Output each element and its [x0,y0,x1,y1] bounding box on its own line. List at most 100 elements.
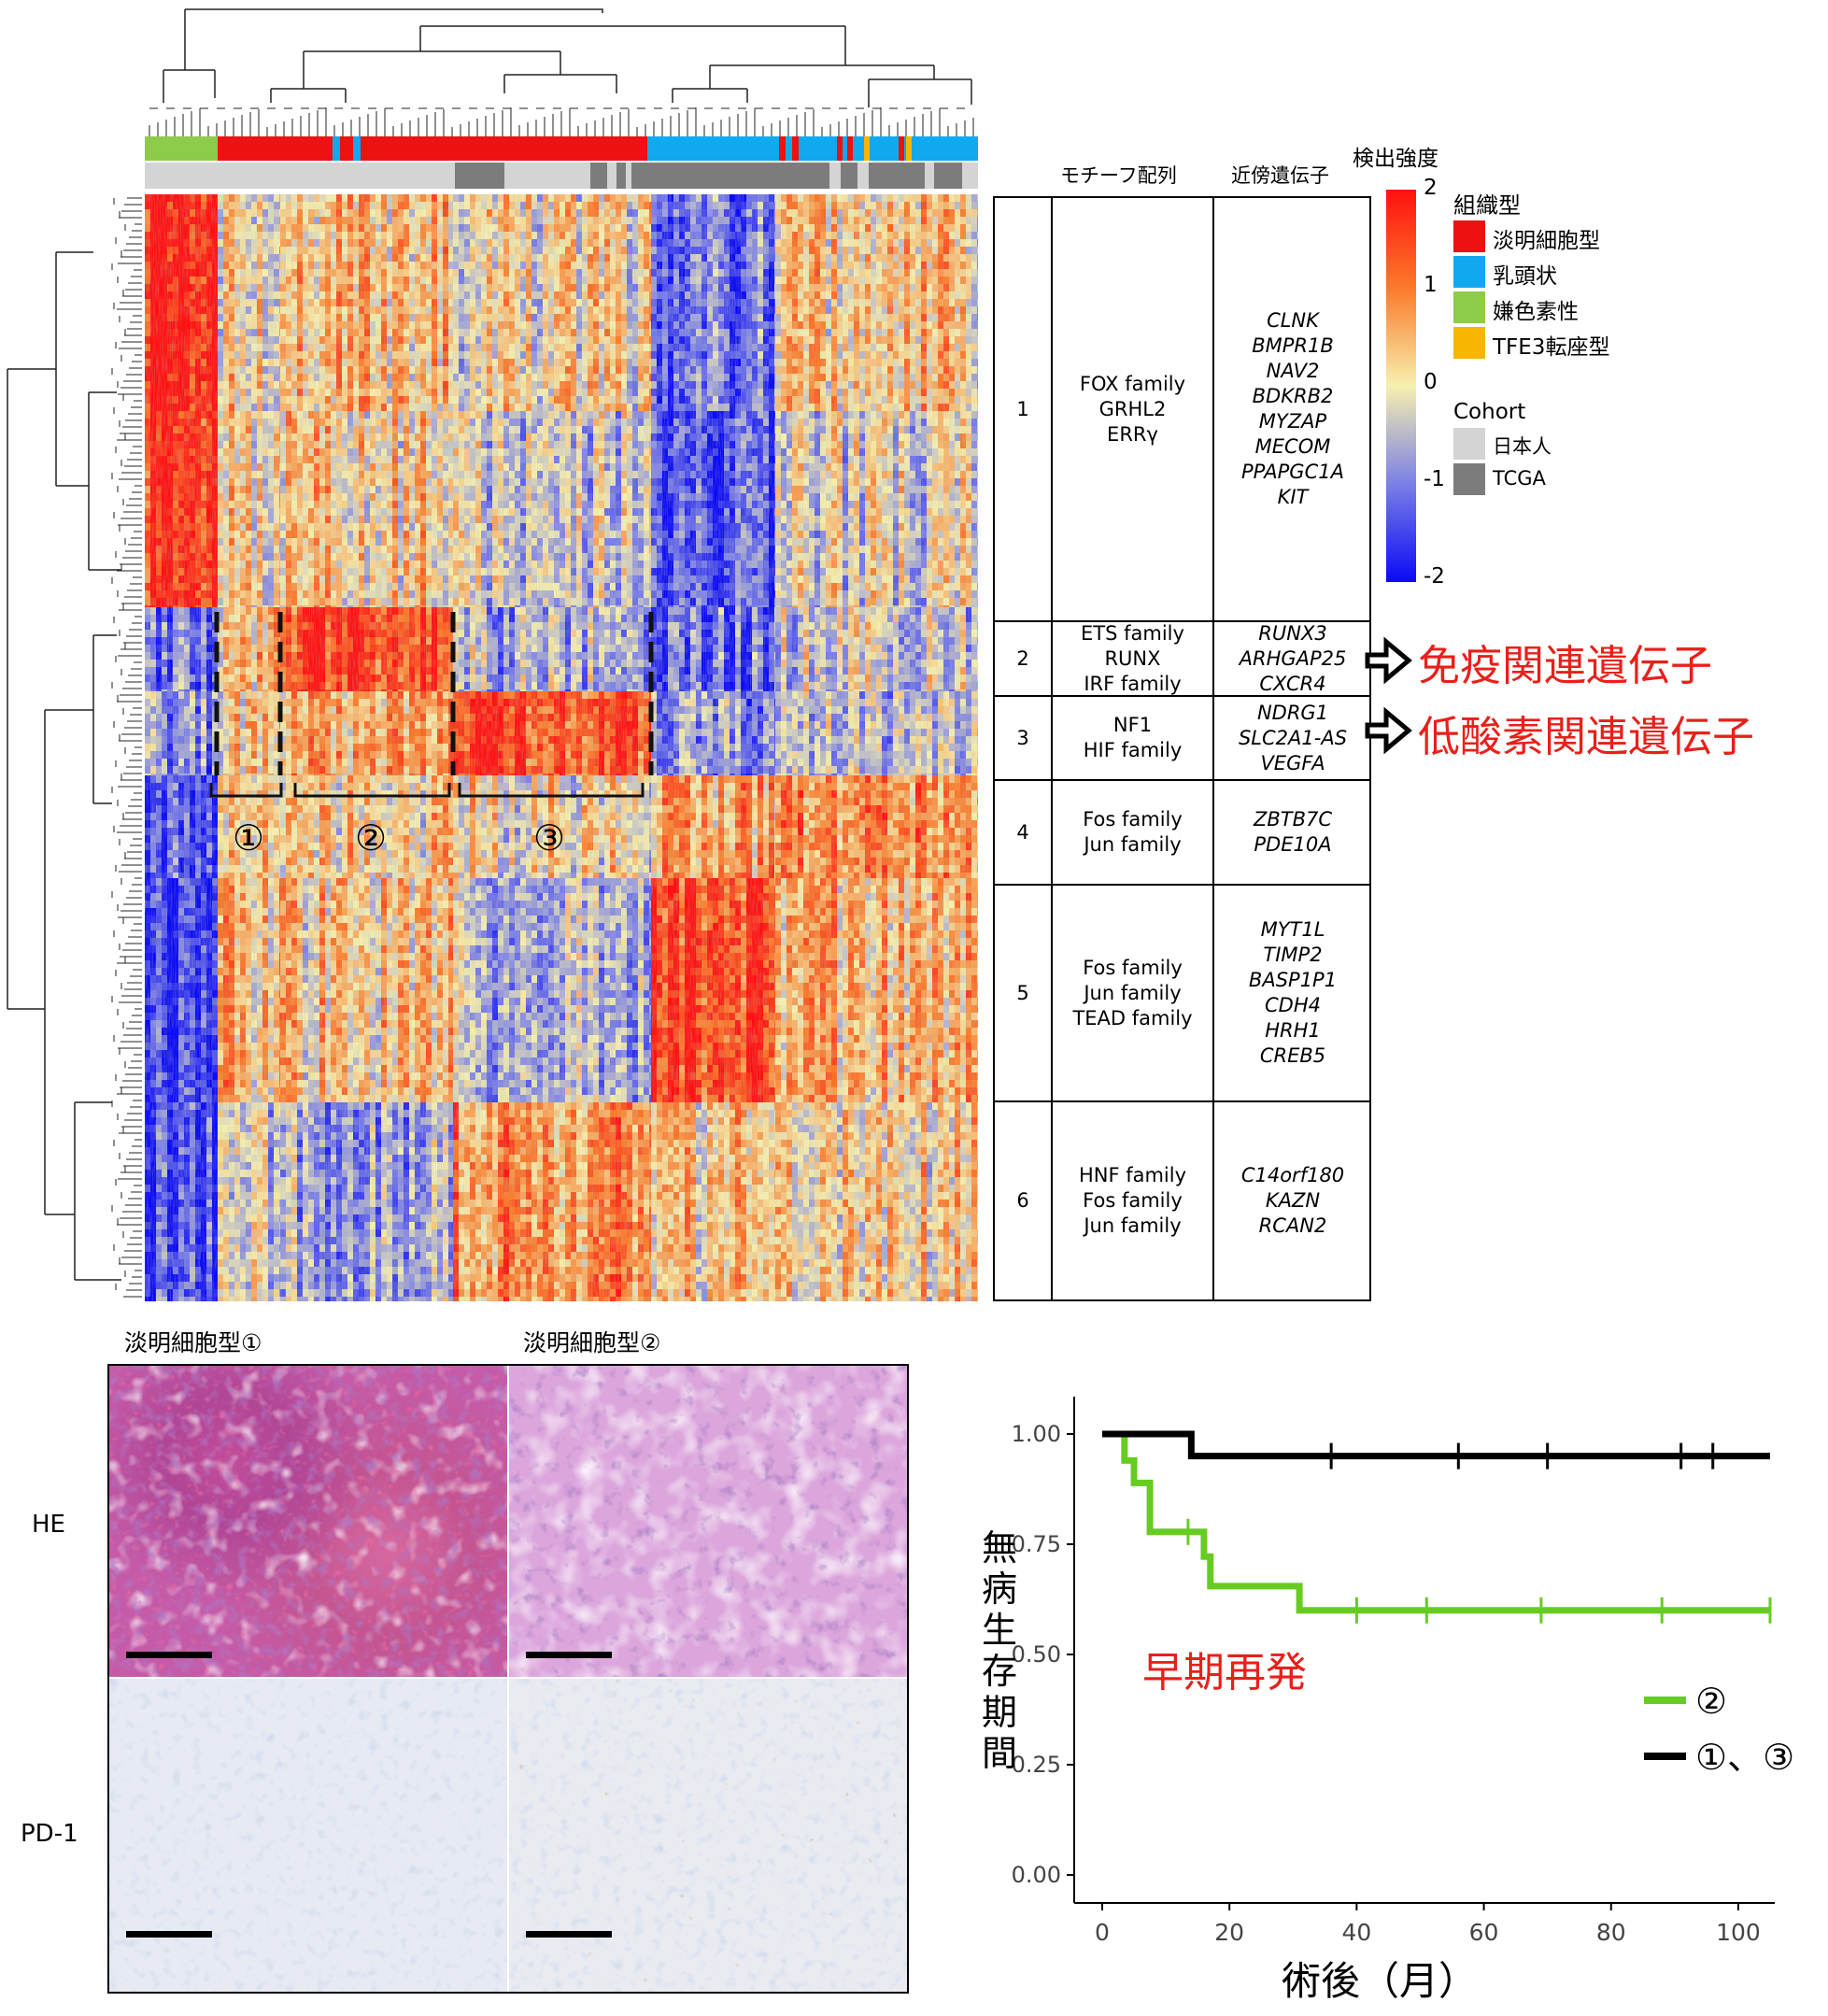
motif-cell: HNF family Fos family Jun family [1051,1102,1212,1299]
km-series-line [1102,1430,1770,1614]
motif-name: Fos family [1079,1188,1186,1214]
gene-name: MYT1L [1249,917,1337,943]
motif-row-6: 6 HNF family Fos family Jun family C14orf180… [995,1100,1369,1299]
motif-name: HNF family [1079,1163,1186,1188]
legend-swatch [1453,220,1485,252]
gene-name: RUNX3 [1240,621,1347,646]
column-dendrogram-leaves [149,107,974,136]
colorbar-tick: 2 [1424,176,1438,200]
motif-cell: FOX family GRHL2 ERRγ [1051,198,1212,620]
gene-name: CLNK [1241,308,1344,334]
gene-name: NAV2 [1241,359,1344,384]
gene-cell: CLNK BMPR1B NAV2 BDKRB2 MYZAP MECOM PPAPGC1A KI… [1212,198,1371,620]
gene-name: CDH4 [1249,993,1337,1018]
km-lines [1102,1430,1772,1624]
legend-label: 嫌色素性 [1493,293,1579,325]
motif-table: 1 FOX family GRHL2 ERRγ CLNK BMPR1B NAV2 BDKRB2… [993,196,1371,1301]
histology-grid [107,1364,909,1994]
gene-cell: ZBTB7C PDE10A [1212,781,1371,884]
histo-row1-label: HE [32,1511,65,1539]
column-dendrogram [163,8,972,107]
y-label-char: 存 [982,1651,1017,1692]
motif-name: FOX family [1080,372,1185,397]
motif-name: Jun family [1083,832,1183,858]
scale-bar [526,1652,612,1658]
gene-name: BASP1P1 [1249,968,1337,993]
x-tick-label: 40 [1341,1919,1371,1946]
y-label-char: 生 [982,1610,1017,1651]
legend-label: 日本人 [1493,432,1552,460]
cluster-brackets [209,783,645,798]
histo-row2-label: PD-1 [21,1820,78,1848]
motif-cell: ETS family RUNX IRF family [1051,622,1212,695]
gene-name: HRH1 [1249,1018,1337,1043]
motif-name: Fos family [1083,807,1183,832]
cluster-label-2: ② [355,817,387,859]
cluster-labels: ① ② ③ [233,817,565,859]
motif-row-1: 1 FOX family GRHL2 ERRγ CLNK BMPR1B NAV2 BDKRB2… [995,198,1369,620]
gene-name: CREB5 [1249,1043,1337,1069]
motif-row-4: 4 Fos family Jun family ZBTB7C PDE10A [995,779,1369,884]
km-axes: 0.00 0.25 0.50 0.75 1.00 0 20 40 60 80 100 [1012,1397,1775,1946]
motif-row-number: 1 [995,198,1051,620]
motif-row-5: 5 Fos family Jun family TEAD family MYT1L TIM… [995,884,1369,1100]
colorbar-title: 検出強度 [1353,140,1438,172]
motif-name: TEAD family [1072,1006,1192,1031]
km-legend-label: ①、③ [1695,1737,1794,1778]
y-label-char: 病 [982,1569,1017,1610]
scale-bar [526,1931,612,1938]
histo-col2-title: 淡明細胞型② [523,1325,660,1358]
motif-row-3: 3 NF1 HIF family NDRG1 SLC2A1-AS VEGFA [995,695,1369,779]
gene-name: VEGFA [1239,751,1347,776]
y-label-char: 無 [982,1527,1017,1569]
km-annotation: 早期再発 [1142,1649,1307,1697]
motif-cell: Fos family Jun family TEAD family [1051,886,1212,1100]
kaplan-meier-chart: 0.000.250.500.751.000 20 40 60 80 100 無病生存期間 … [982,1397,1794,2004]
legend-label: 淡明細胞型 [1493,222,1600,254]
motif-row-number: 3 [995,697,1051,779]
km-legend: ② ①、③ [1644,1681,1794,1778]
legend-label: TFE3転座型 [1493,329,1609,361]
gene-name: NDRG1 [1239,701,1347,726]
y-tick-label: 1.00 [1012,1421,1061,1447]
pd1-panel-1-texture [109,1679,507,1992]
motif-name: RUNX [1081,646,1184,672]
gene-name: MECOM [1241,434,1344,460]
gene-name: KAZN [1241,1188,1344,1214]
gene-name: ZBTB7C [1254,807,1332,832]
legend-swatch [1453,428,1485,460]
motif-row-number: 5 [995,886,1051,1100]
x-tick-label: 80 [1596,1919,1626,1946]
cohort-legend-title: Cohort [1453,400,1525,424]
header-gene: 近傍遺伝子 [1231,161,1329,189]
gene-cell: C14orf180 KAZN RCAN2 [1212,1102,1371,1299]
gene-name: PPAPGC1A [1241,460,1344,485]
y-tick-label: 0.75 [1012,1531,1061,1557]
heatmap-texture [145,194,978,1301]
histo-col1-title: 淡明細胞型① [124,1325,262,1358]
y-tick-label: 0.25 [1012,1752,1061,1778]
cluster-label-3: ③ [533,817,565,859]
motif-cell: NF1 HIF family [1051,697,1212,779]
motif-name: ETS family [1081,621,1184,646]
he-panel-2 [509,1366,907,1677]
pd1-panel-1 [109,1679,507,1992]
gene-name: BMPR1B [1241,334,1344,359]
colorbar-tick: 0 [1424,370,1438,394]
scale-bar [126,1652,212,1658]
motif-name: GRHL2 [1080,397,1185,422]
motif-name: ERRγ [1080,422,1185,447]
legend-label: TCGA [1493,467,1546,490]
cohort-annotation-bar [145,163,978,189]
gene-name: SLC2A1-AS [1239,726,1347,751]
colorbar [1386,190,1416,582]
legend-swatch [1453,291,1485,323]
legend-swatch [1453,327,1485,359]
motif-name: Jun family [1079,1214,1186,1239]
header-motif: モチーフ配列 [1060,161,1177,189]
x-tick-label: 60 [1469,1919,1499,1946]
motif-name: Jun family [1072,981,1192,1006]
gene-cell: RUNX3 ARHGAP25 CXCR4 [1212,622,1371,695]
motif-row-number: 4 [995,781,1051,884]
x-tick-label: 100 [1716,1919,1761,1946]
